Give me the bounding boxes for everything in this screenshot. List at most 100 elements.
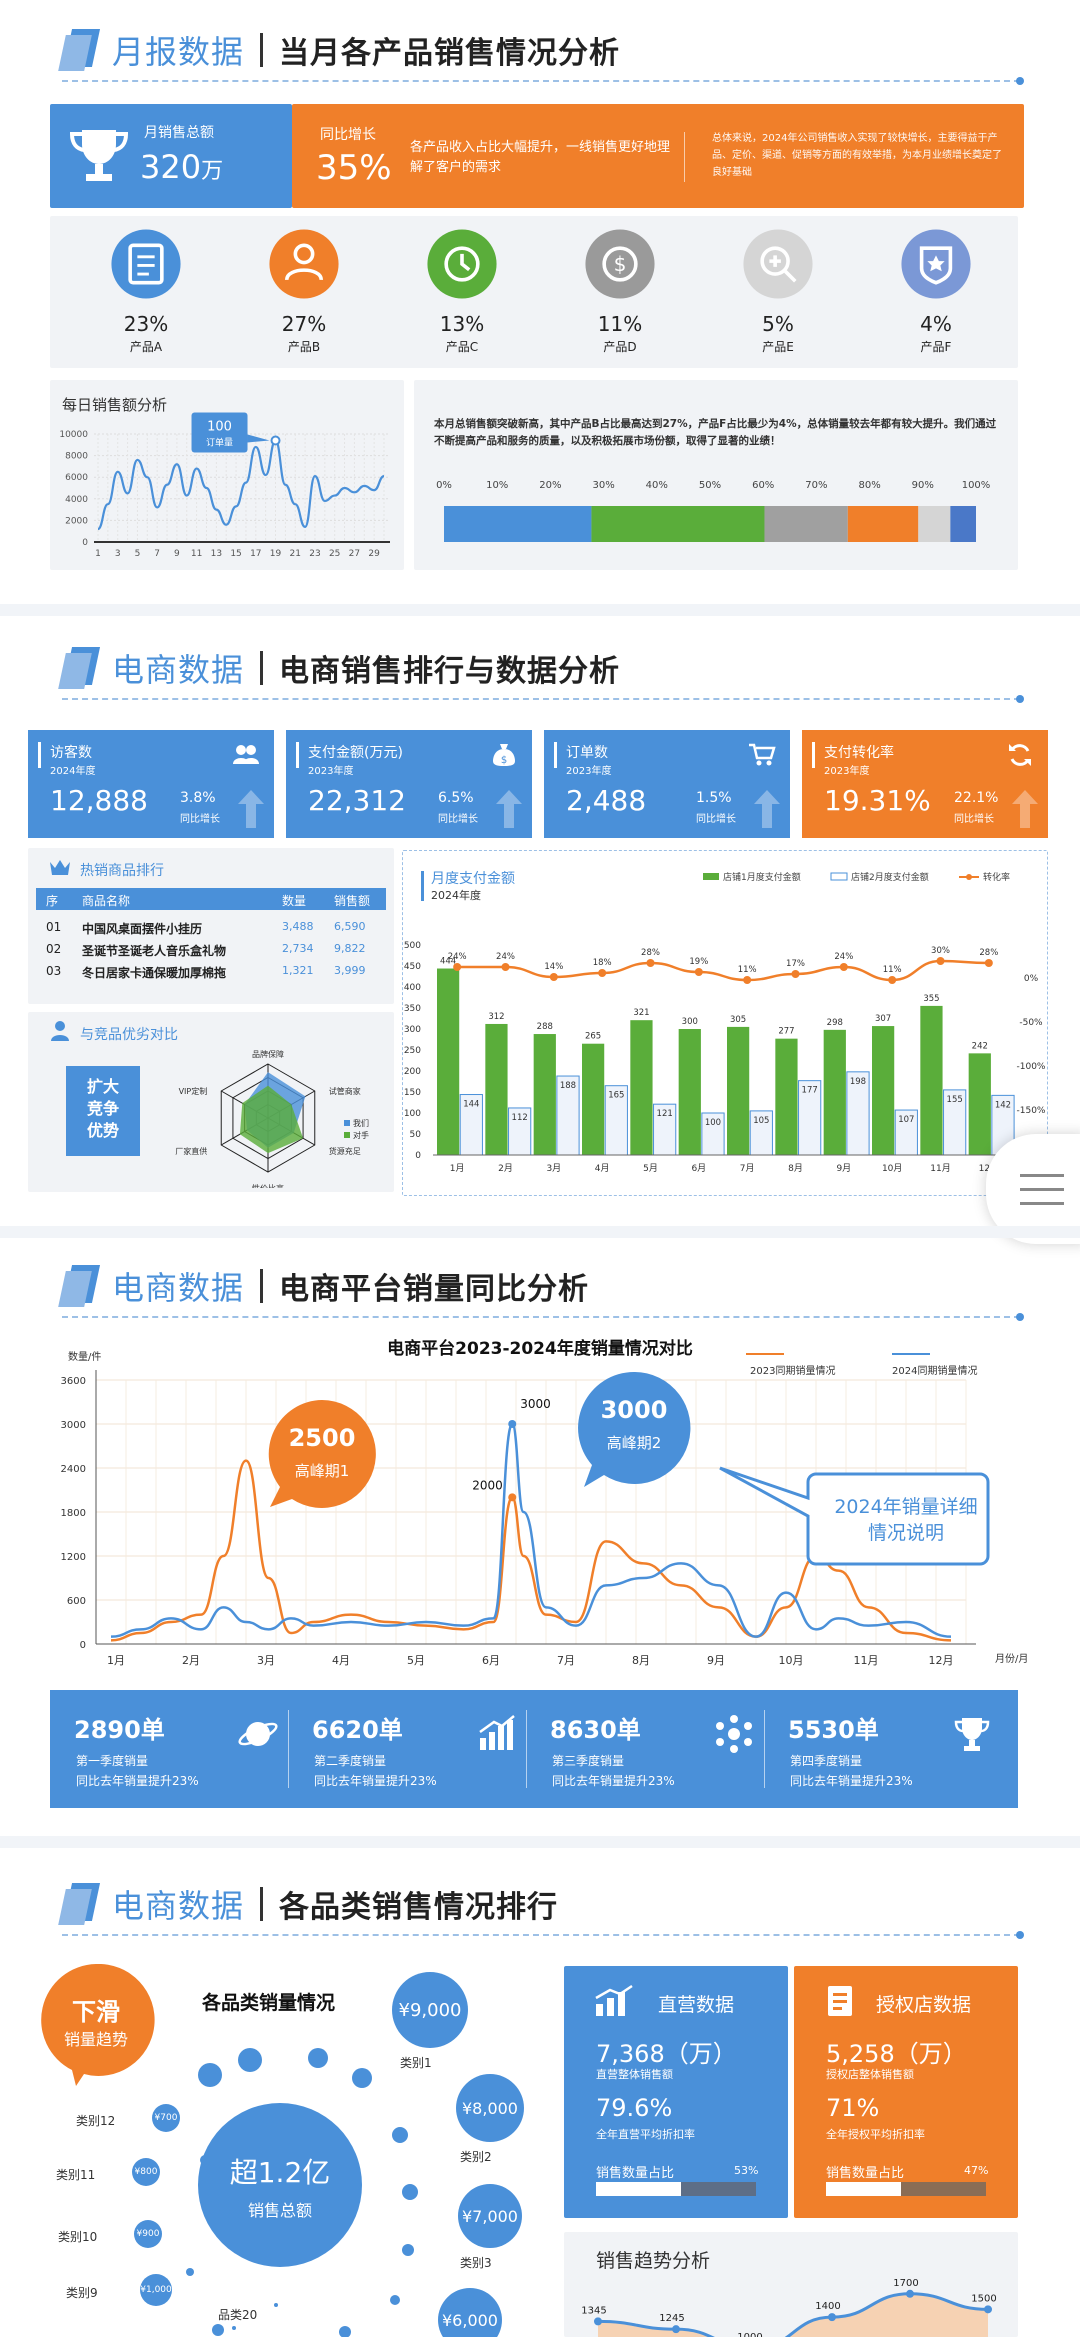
bar-store1-label: 288 [537,1022,553,1032]
quarter-divider [764,1710,765,1788]
y-tick-label: 300 [404,1025,421,1035]
direct-share-label: 销售数量占比 [596,2166,675,2181]
direct-title: 直营数据 [658,1994,735,2016]
y-tick-label: 2000 [65,516,88,526]
licensed-pct: 71% [826,2094,880,2122]
share-segment-产品E [918,506,951,542]
y-tick-label: 150 [404,1088,421,1098]
y-tick-label: 100 [404,1109,421,1119]
product-c [426,228,498,300]
licensed-value: 5,258（万） [826,2040,967,2068]
notepad-icon [111,229,181,299]
x-tick-label: 25 [329,549,340,559]
bar-store2-label: 177 [802,1086,818,1096]
x-tick-label: 2月 [498,1163,513,1174]
legend-swatch-store2 [830,872,848,881]
hot-row-name[interactable]: 中国风桌面摆件小挂历 [82,922,203,936]
kpi-change: 1.5% [696,790,732,806]
growth-value: 35% [316,148,392,188]
y-tick-label: 4000 [65,495,88,505]
kpi-accent [38,742,41,768]
radar-series-them [239,1085,304,1154]
category-dot [204,2196,212,2204]
y-tick-label: 0 [80,1640,86,1651]
rate-label: 28% [979,948,998,958]
compare-title: 与竞品优劣对比 [80,1027,178,1043]
bar-store2-label: 142 [995,1100,1011,1110]
y-tick-label: 1800 [61,1508,86,1519]
x-tick-label: 5月 [407,1654,425,1667]
section2-header: 电商数据 电商销售排行与数据分析 [62,638,620,698]
x-tick-label: 5 [135,549,141,559]
kpi-year: 2023年度 [566,766,612,777]
competitor-panel: 与竞品优劣对比 扩大竞争优势 品牌保障试管商家货源充足性价比高 厂家直供 VIP定制… [28,1012,394,1192]
product-name: 产品F [920,340,952,354]
x-tick-label: 1月 [450,1163,465,1174]
hot-row-qty: 1,321 [282,964,314,977]
product-pct: 23% [123,312,169,336]
y-tick-label: 200 [404,1067,421,1077]
section1-header: 月报数据 当月各产品销售情况分析 [62,20,620,80]
rate-label: 24% [448,952,467,962]
kpi-icon-wrap [232,742,260,768]
trend-point [984,2305,992,2314]
category-dot [402,2244,414,2256]
quarter-divider [526,1710,527,1788]
search-plus-icon [743,229,813,299]
peak-point [508,1420,517,1428]
bar-store1-2月 [485,1023,508,1155]
quarter-value: 5530单 [788,1716,879,1744]
hot-row-qty: 2,734 [282,942,314,955]
bar-store1-7月 [727,1026,750,1155]
up-arrow-shape [1012,790,1038,828]
x-tick-label: 3 [115,549,121,559]
hot-row-rank: 03 [46,964,62,978]
share-desc: 本月总销售额突破新高，其中产品B占比最高达到27%，产品F占比最少为4%，总体销… [434,418,997,447]
quarter-label: 第一季度销量 [76,1754,149,1768]
floating-menu-button[interactable] [986,1134,1080,1244]
bar-store1-6月 [678,1029,701,1155]
kpi-arrow-wrap [752,788,782,828]
rate-label: 14% [544,962,563,972]
bar-store1-label: 444 [440,957,456,967]
bar-store2-label: 112 [512,1113,528,1123]
rate-point [501,963,510,971]
category-dot [212,2324,224,2336]
clock-icon [427,229,497,299]
trophy-icon [69,130,129,181]
x-tick-label: 27 [349,549,360,559]
product-e [742,228,814,300]
bar-store1-9月 [823,1029,846,1155]
direct-share-track [596,2182,756,2196]
hot-col-name: 商品名称 [82,894,131,908]
section2-tag: 电商数据 [112,651,245,689]
licensed-share-pct: 47% [964,2164,989,2177]
share-tick: 0% [436,480,452,491]
direct-card: 直营数据 7,368（万） 直营整体销售额 79.6% 全年直营平均折扣率 销售… [564,1966,788,2218]
decline-sub: 销量趋势 [63,2030,128,2049]
quarter-desc: 同比去年销量提升23% [552,1774,675,1788]
notepad-icon [128,243,164,285]
bar-store2-label: 121 [657,1109,673,1119]
product-a [110,228,182,300]
section2-title: 电商销售排行与数据分析 [279,654,621,689]
users-icon [233,745,259,764]
x-tick-label: 3月 [257,1654,275,1667]
hot-col-rank: 序 [46,894,59,908]
licensed-card: 授权店数据 5,258（万） 授权店整体销售额 71% 全年授权平均折扣率 销售… [794,1966,1018,2218]
section1-title: 当月各产品销售情况分析 [279,36,621,71]
bar-store2-label: 144 [463,1100,479,1110]
quarter-strip: 2890单 第一季度销量 同比去年销量提升23% 6620单 第二季度销量 同比去年销量提… [50,1690,1018,1808]
quarter-value: 2890单 [74,1716,165,1744]
hot-row-name[interactable]: 冬日居家卡通保暖加厚棉拖 [82,966,227,980]
x-tick-label: 8月 [632,1654,650,1667]
y-tick-label: 1200 [61,1552,86,1563]
legend-marker-rate [966,874,972,880]
kpi-card: 订单数 2023年度 2,488 1.5% 同比增长 [544,730,790,838]
hot-row-name[interactable]: 圣诞节圣诞老人音乐盒礼物 [82,944,227,958]
y-tick-label: 600 [67,1596,86,1607]
x-tick-label: 15 [230,549,241,559]
category-bubble-3: ¥7,000 [458,2184,522,2248]
y2-tick-label: -100% [1017,1062,1046,1072]
